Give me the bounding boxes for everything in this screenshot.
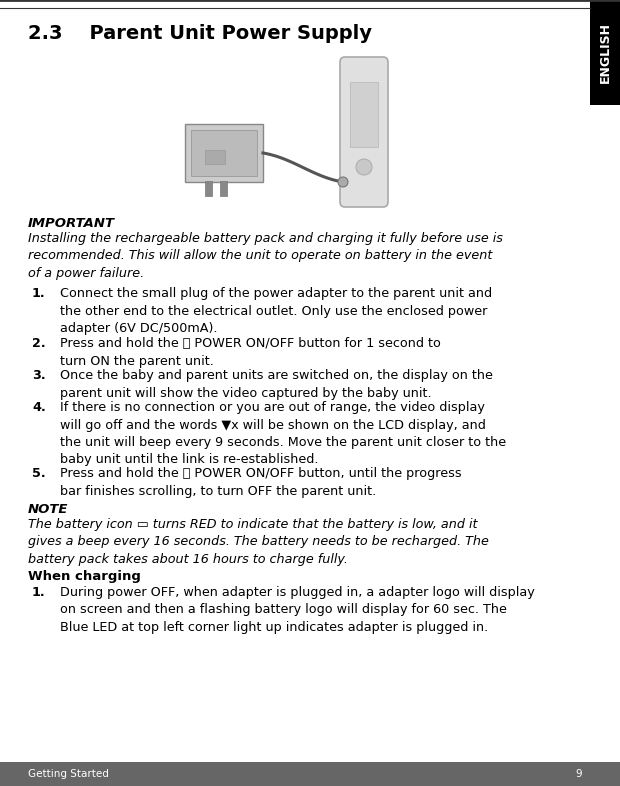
Text: Connect the small plug of the power adapter to the parent unit and
the other end: Connect the small plug of the power adap… — [60, 287, 492, 335]
Text: 2.3    Parent Unit Power Supply: 2.3 Parent Unit Power Supply — [28, 24, 372, 43]
Text: If there is no connection or you are out of range, the video display
will go off: If there is no connection or you are out… — [60, 401, 506, 467]
Text: NOTE: NOTE — [28, 503, 68, 516]
Text: Getting Started: Getting Started — [28, 769, 109, 779]
Bar — [205, 150, 225, 164]
Text: Press and hold the ⓘ POWER ON/OFF button for 1 second to
turn ON the parent unit: Press and hold the ⓘ POWER ON/OFF button… — [60, 337, 441, 368]
Text: When charging: When charging — [28, 570, 141, 583]
Text: Once the baby and parent units are switched on, the display on the
parent unit w: Once the baby and parent units are switc… — [60, 369, 493, 399]
Circle shape — [356, 159, 372, 175]
Bar — [590, 0, 620, 105]
Text: Press and hold the ⓘ POWER ON/OFF button, until the progress
bar finishes scroll: Press and hold the ⓘ POWER ON/OFF button… — [60, 467, 462, 498]
Text: During power OFF, when adapter is plugged in, a adapter logo will display
on scr: During power OFF, when adapter is plugge… — [60, 586, 534, 634]
Text: 2.: 2. — [32, 337, 46, 350]
Text: 4.: 4. — [32, 401, 46, 414]
Bar — [0, 762, 620, 786]
Text: 1.: 1. — [32, 586, 46, 599]
Text: The battery icon ▭ turns RED to indicate that the battery is low, and it
gives a: The battery icon ▭ turns RED to indicate… — [28, 518, 489, 566]
Text: 9: 9 — [575, 769, 582, 779]
Text: Installing the rechargeable battery pack and charging it fully before use is
rec: Installing the rechargeable battery pack… — [28, 232, 503, 280]
Circle shape — [338, 177, 348, 187]
Text: IMPORTANT: IMPORTANT — [28, 217, 115, 230]
Bar — [191, 130, 257, 176]
Text: 5.: 5. — [32, 467, 46, 480]
Bar — [220, 181, 227, 196]
Bar — [205, 181, 212, 196]
Bar — [350, 82, 378, 147]
FancyBboxPatch shape — [340, 57, 388, 207]
Text: ENGLISH: ENGLISH — [598, 22, 611, 83]
Text: 3.: 3. — [32, 369, 46, 382]
Text: 1.: 1. — [32, 287, 46, 300]
Bar — [185, 124, 263, 182]
